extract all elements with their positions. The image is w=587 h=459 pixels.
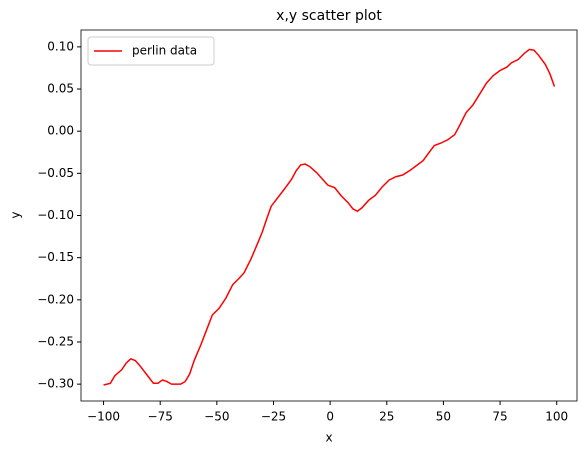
x-tick-label: 50: [436, 410, 451, 424]
y-tick-label: −0.20: [37, 292, 74, 306]
x-tick-label: −25: [261, 410, 286, 424]
x-tick-label: 25: [379, 410, 394, 424]
x-axis-label: x: [325, 431, 332, 445]
x-tick-label: 100: [545, 410, 568, 424]
x-tick-label: −75: [148, 410, 173, 424]
x-tick-label: 75: [492, 410, 507, 424]
y-tick-label: −0.05: [37, 166, 74, 180]
chart-title: x,y scatter plot: [276, 8, 382, 24]
x-tick-label: −50: [204, 410, 229, 424]
y-tick-label: 0.00: [47, 124, 74, 138]
legend-label: perlin data: [132, 44, 197, 58]
plot-frame: [80, 29, 578, 402]
y-tick-label: 0.10: [47, 39, 74, 53]
y-tick-label: −0.25: [37, 334, 74, 348]
x-tick-label: 0: [326, 410, 334, 424]
legend-box: [87, 36, 215, 66]
y-axis-label: y: [9, 211, 23, 218]
data-line: [103, 48, 556, 386]
y-tick-label: 0.05: [47, 82, 74, 96]
y-tick-label: −0.10: [37, 208, 74, 222]
x-tick-label: −100: [87, 410, 120, 424]
y-tick-label: −0.15: [37, 250, 74, 264]
y-tick-label: −0.30: [37, 377, 74, 391]
